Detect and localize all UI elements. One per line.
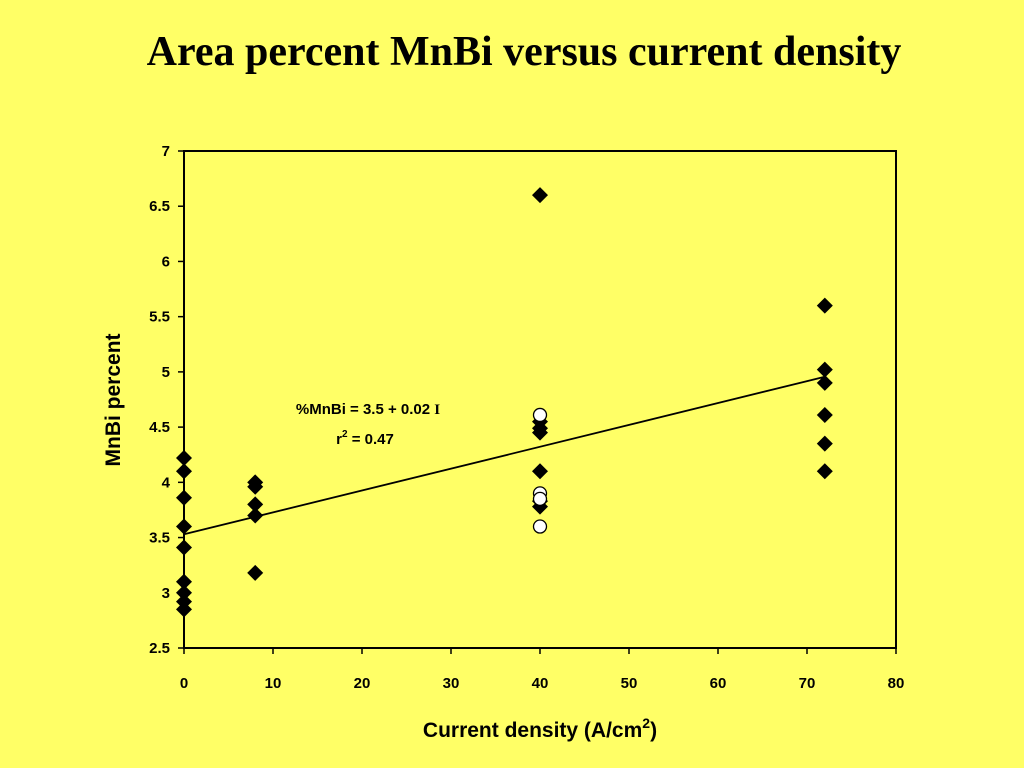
chart-marks [176,187,833,618]
plot-area-frame [183,150,897,649]
data-point-diamond [247,564,264,581]
x-tick-label: 50 [621,675,638,692]
trendline [183,375,826,536]
annotation-r-value: = 0.47 [348,431,394,448]
x-tick-label: 70 [799,675,816,692]
y-tick-label: 2.5 [149,640,170,657]
data-point-circle [532,519,548,534]
x-axis-title-sup: 2 [642,715,650,731]
y-tick-label: 5.5 [149,309,170,326]
axis-ticks: 0 10 20 30 40 50 60 70 80 2.5 3 3.5 4 4.5 5 5.5 6 6.5 7 [149,143,904,692]
data-point-diamond [532,424,548,441]
data-point-diamond [247,496,264,513]
x-tick-label: 40 [532,675,549,692]
y-tick-label: 4 [162,474,171,491]
annotation-equation-text: %MnBi = 3.5 + 0.02 [296,401,434,418]
annotation-r: r [336,431,342,448]
data-point-diamond [247,507,264,524]
x-axis-title: Current density (A/cm2) [423,715,657,742]
y-tick-label: 4.5 [149,419,170,436]
x-tick-label: 60 [710,675,727,692]
data-point-diamond [816,463,833,480]
y-tick-label: 6 [162,253,170,270]
annotation-equation: %MnBi = 3.5 + 0.02 I [296,401,440,418]
data-point-circle [532,491,548,507]
data-point-diamond [532,187,548,204]
chart-title: Area percent MnBi versus current density [146,29,902,75]
x-tick-label: 10 [265,675,282,692]
x-tick-label: 0 [180,675,188,692]
data-point-diamond [532,463,548,480]
annotation-r-squared: r2 = 0.47 [336,429,394,448]
data-point-diamond [816,435,833,452]
x-tick-label: 20 [354,675,371,692]
data-point-diamond [816,374,833,391]
y-tick-label: 5 [162,364,170,381]
annotation-variable: I [434,402,440,418]
data-point-diamond [816,406,833,423]
x-axis-title-end: ) [650,719,657,742]
y-tick-label: 6.5 [149,198,170,215]
x-axis-title-text: Current density (A/cm [423,719,642,742]
data-point-circle [532,407,548,423]
data-point-diamond [816,297,833,314]
y-axis-title: MnBi percent [102,333,125,466]
x-tick-label: 30 [443,675,460,692]
y-tick-label: 3.5 [149,530,170,547]
data-point-diamond [247,478,264,495]
y-tick-label: 7 [162,143,170,160]
x-tick-label: 80 [888,675,905,692]
y-tick-label: 3 [162,585,170,602]
data-point-diamond [816,361,833,378]
annotation-r-sup: 2 [342,429,348,440]
